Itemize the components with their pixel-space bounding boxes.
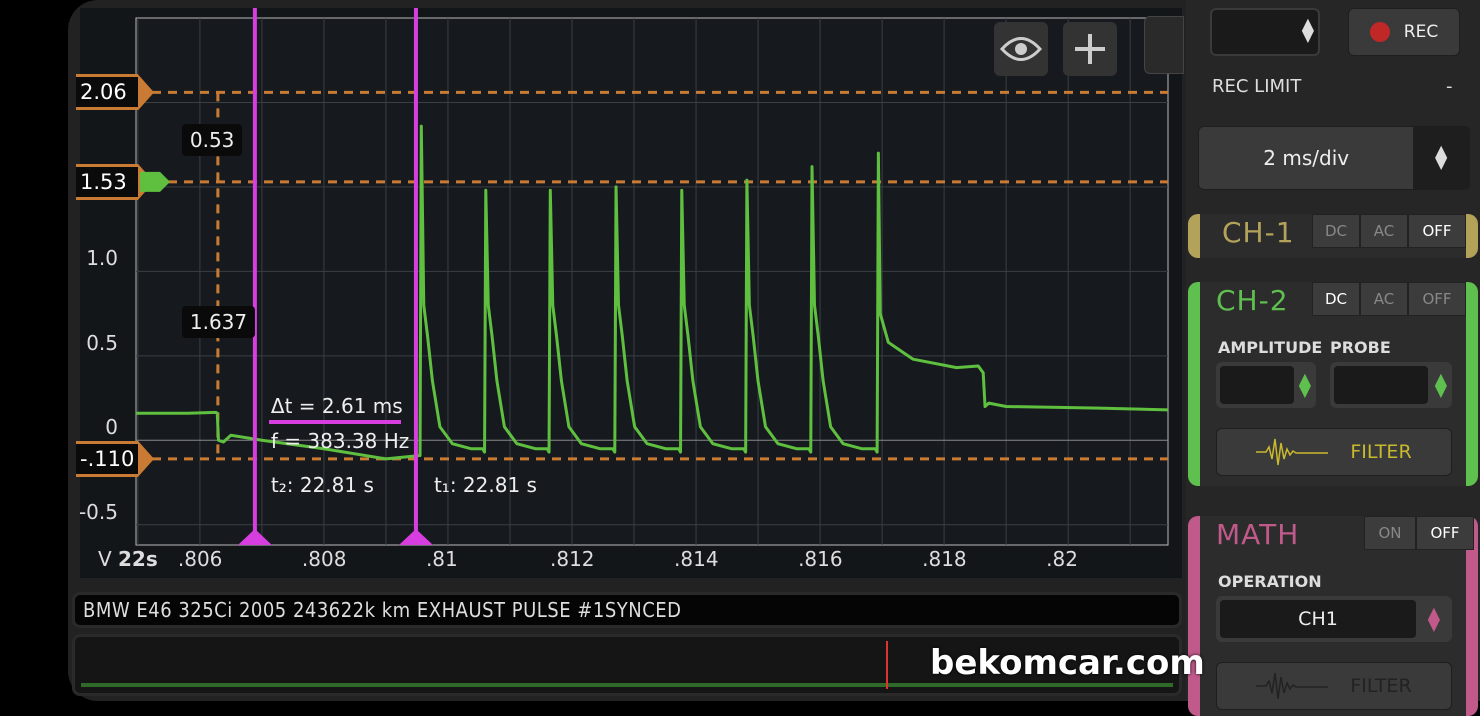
y-tick-label: -0.5 <box>78 499 118 524</box>
time-cursor-handle-icon <box>237 529 272 545</box>
x-time-label: 22s <box>118 547 158 571</box>
up-down-arrows-icon[interactable]: ▲ ▼ <box>1413 127 1469 189</box>
horizontal-cursor-tag[interactable]: 2.06 <box>76 74 138 111</box>
x-tick-label: .818 <box>922 547 967 571</box>
waveform-plot[interactable] <box>80 8 1182 578</box>
ch2-ac-button[interactable]: AC <box>1360 282 1408 316</box>
math-panel: MATH ON OFF OPERATION CH1 ▲ ▼ FILTER <box>1188 516 1478 716</box>
delta-underline <box>268 420 401 424</box>
horizontal-cursor-tag[interactable]: 1.53 <box>76 163 138 200</box>
control-panel: ▲ ▼ REC REC LIMIT - 2 ms/div ▲ ▼ CH-1 DC A… <box>1186 0 1480 716</box>
ch1-title: CH-1 <box>1222 216 1295 249</box>
ch2-off-button[interactable]: OFF <box>1408 282 1466 316</box>
measure-label: 1.637 <box>181 306 256 338</box>
waveform-filter-icon <box>1256 672 1329 700</box>
ch2-title: CH-2 <box>1216 284 1289 317</box>
eye-icon <box>999 37 1043 61</box>
ch2-offset-marker-icon <box>140 171 170 192</box>
timebase-select[interactable]: 2 ms/div ▲ ▼ <box>1198 126 1470 190</box>
x-tick-label: .816 <box>798 547 843 571</box>
plus-icon <box>1075 34 1105 64</box>
up-down-arrows-icon[interactable]: ▲ ▼ <box>1427 603 1440 634</box>
timebase-value: 2 ms/div <box>1263 146 1350 170</box>
operation-value: CH1 <box>1220 600 1416 638</box>
ch1-dc-button[interactable]: DC <box>1312 214 1360 248</box>
rec-limit-label: REC LIMIT <box>1212 76 1302 97</box>
cursor-handle-icon <box>138 440 154 477</box>
cursor-handle-icon <box>138 74 154 111</box>
y-tick-label: 0.5 <box>86 330 118 355</box>
plot-area[interactable] <box>80 8 1182 578</box>
ch2-panel: CH-2 DC AC OFF AMPLITUDE PROBE ▲ ▼ ▲ ▼ FIL… <box>1188 282 1478 486</box>
ch2-dc-button[interactable]: DC <box>1312 282 1360 316</box>
up-down-arrows-icon[interactable]: ▲ ▼ <box>1301 14 1314 45</box>
measure-label: 0.53 <box>181 124 243 156</box>
up-down-arrows-icon[interactable]: ▲ ▼ <box>1434 369 1447 400</box>
watermark: bekomcar.com <box>930 643 1205 683</box>
filter-label: FILTER <box>1350 441 1412 463</box>
ch1-ac-button[interactable]: AC <box>1360 214 1408 248</box>
record-dot-icon <box>1369 22 1390 42</box>
math-off-button[interactable]: OFF <box>1416 516 1474 550</box>
up-down-arrows-icon[interactable]: ▲ ▼ <box>1298 369 1311 400</box>
delta-t-readout: Δt = 2.61 ms <box>270 394 403 418</box>
visibility-button[interactable] <box>994 22 1048 76</box>
probe-spinner[interactable]: ▲ ▼ <box>1330 362 1452 408</box>
ch2-filter-button[interactable]: FILTER <box>1216 428 1452 476</box>
amplitude-label: AMPLITUDE <box>1218 338 1323 357</box>
ch1-off-button[interactable]: OFF <box>1408 214 1466 248</box>
panel-drawer-handle[interactable] <box>1144 16 1184 74</box>
math-title: MATH <box>1216 518 1300 551</box>
waveform-filter-icon <box>1256 438 1329 466</box>
x-tick-label: .806 <box>177 547 223 571</box>
operation-select[interactable]: CH1 ▲ ▼ <box>1216 596 1452 642</box>
rec-button[interactable]: REC <box>1348 8 1460 56</box>
overview-playhead[interactable] <box>886 641 889 689</box>
time-cursor-handle-icon <box>398 529 433 545</box>
y-tick-label: 0 <box>105 415 118 440</box>
math-on-button[interactable]: ON <box>1364 516 1416 550</box>
rec-count-spinner[interactable]: ▲ ▼ <box>1210 8 1320 56</box>
operation-label: OPERATION <box>1218 572 1322 591</box>
y-tick-label: 1.0 <box>86 246 118 271</box>
x-tick-label: .808 <box>301 547 347 571</box>
overview-scrubber[interactable] <box>72 634 1182 696</box>
recording-title: BMW E46 325Ci 2005 243622k km EXHAUST PU… <box>72 592 1182 628</box>
math-filter-button[interactable]: FILTER <box>1216 662 1452 710</box>
y-unit-label: V <box>98 547 112 571</box>
ch1-panel: CH-1 DC AC OFF <box>1188 214 1478 258</box>
overview-waveform <box>81 683 1173 687</box>
t1-readout: t₁: 22.81 s <box>433 473 537 497</box>
rec-limit-value: - <box>1446 76 1453 97</box>
frequency-readout: f = 383.38 Hz <box>270 429 410 453</box>
filter-label: FILTER <box>1350 675 1412 697</box>
x-tick-label: .812 <box>549 547 595 571</box>
add-button[interactable] <box>1063 22 1117 76</box>
x-tick-label: .81 <box>425 547 458 571</box>
probe-label: PROBE <box>1330 338 1391 357</box>
x-tick-label: .814 <box>674 547 719 571</box>
horizontal-cursor-tag[interactable]: -.110 <box>76 440 138 477</box>
ch2-waveform <box>136 124 1169 461</box>
amplitude-spinner[interactable]: ▲ ▼ <box>1216 362 1316 408</box>
rec-label: REC <box>1403 22 1439 42</box>
x-tick-label: .82 <box>1046 547 1078 571</box>
t2-readout: t₂: 22.81 s <box>270 473 374 497</box>
plot-frame <box>135 17 1169 546</box>
